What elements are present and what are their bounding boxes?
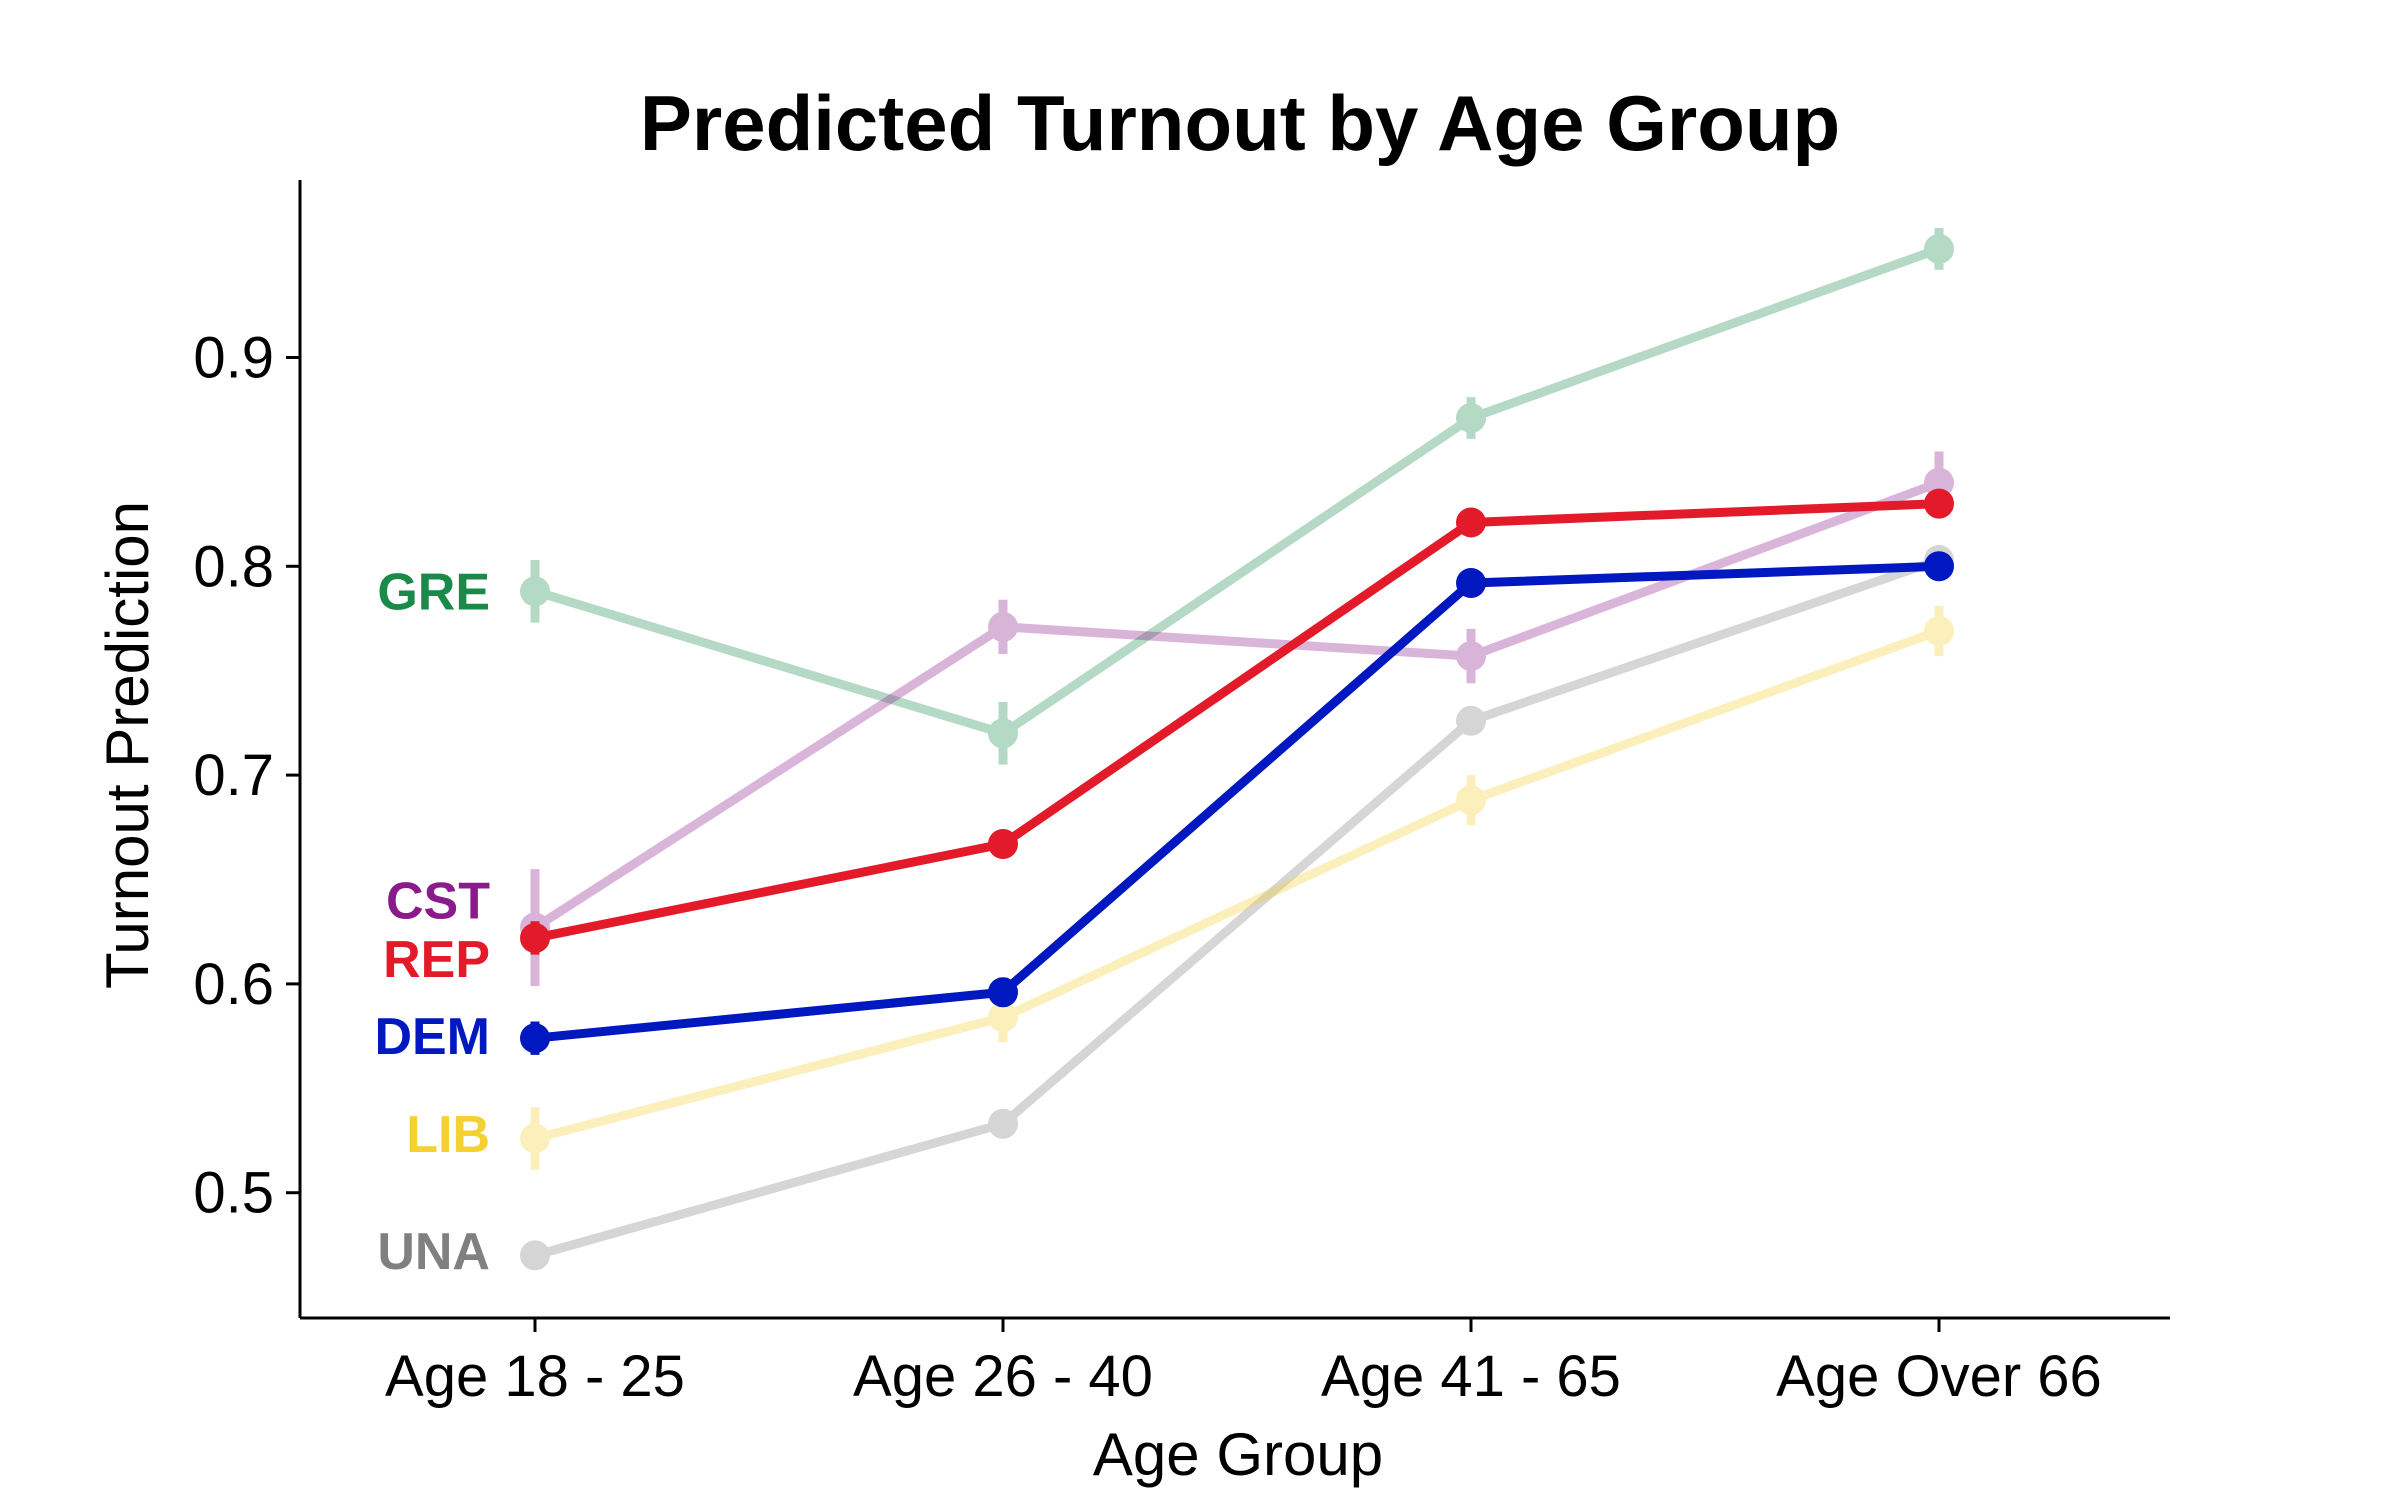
series-label-rep: REP	[383, 931, 490, 989]
series-label-gre: GRE	[377, 563, 490, 621]
data-point-gre	[1456, 403, 1486, 434]
series-label-lib: LIB	[406, 1106, 490, 1164]
data-point-dem	[1924, 551, 1954, 582]
x-ticks: Age 18 - 25 Age 26 - 40 Age 41 - 65 Age Ove…	[385, 1318, 2102, 1409]
data-point-lib	[988, 1002, 1018, 1033]
series-line-lib	[533, 626, 1941, 1143]
data-point-rep	[1456, 507, 1486, 538]
y-tick-label: 0.7	[193, 743, 274, 808]
x-tick-label: Age 26 - 40	[853, 1344, 1153, 1409]
series-line-cst	[532, 478, 1941, 932]
series-label-cst: CST	[386, 872, 490, 930]
y-tick-label: 0.9	[193, 325, 274, 390]
plot-area: 0.50.60.70.80.9 Age 18 - 25 Age 26 - 40 Ag…	[193, 180, 2170, 1409]
y-tick-label: 0.8	[193, 534, 274, 599]
series-rep	[520, 488, 1954, 955]
data-point-lib	[1924, 616, 1954, 647]
data-point-cst	[1924, 467, 1954, 498]
data-point-gre	[988, 718, 1018, 749]
data-point-dem	[520, 1023, 550, 1054]
series-gre	[520, 228, 1954, 765]
data-point-dem	[1456, 567, 1486, 598]
data-point-gre	[520, 576, 550, 607]
data-point-lib	[1456, 785, 1486, 816]
chart-title: Predicted Turnout by Age Group	[640, 79, 1840, 167]
series-line-dem	[534, 561, 1940, 1043]
x-tick-label: Age 41 - 65	[1321, 1344, 1621, 1409]
series-label-una: UNA	[377, 1223, 490, 1281]
data-point-cst	[1456, 641, 1486, 672]
data-point-dem	[988, 977, 1018, 1008]
series-labels: GRE CST UNA LIB REP DEM	[374, 563, 490, 1281]
series-layer	[520, 228, 1954, 1271]
data-point-rep	[520, 922, 550, 953]
data-point-una	[988, 1108, 1018, 1139]
data-point-gre	[1924, 233, 1954, 264]
x-tick-label: Age Over 66	[1776, 1344, 2102, 1409]
series-line-una	[533, 555, 1941, 1260]
series-label-dem: DEM	[374, 1008, 490, 1066]
data-point-rep	[1924, 488, 1954, 519]
y-tick-label: 0.5	[193, 1161, 274, 1226]
y-axis-label: Turnout Prediction	[94, 501, 161, 989]
data-point-cst	[988, 611, 1018, 642]
data-point-lib	[520, 1123, 550, 1154]
x-axis-label: Age Group	[1093, 1421, 1383, 1488]
data-point-una	[1456, 705, 1486, 736]
y-ticks: 0.5 0.6 0.7 0.8 0.9	[193, 325, 300, 1226]
data-point-rep	[988, 829, 1018, 860]
series-lib	[520, 605, 1954, 1170]
x-tick-label: Age 18 - 25	[385, 1344, 685, 1409]
series-dem	[520, 551, 1954, 1055]
series-line-gre	[533, 244, 1941, 738]
series-line-rep	[534, 499, 1940, 943]
data-point-una	[520, 1240, 550, 1271]
y-tick-label: 0.6	[193, 952, 274, 1017]
